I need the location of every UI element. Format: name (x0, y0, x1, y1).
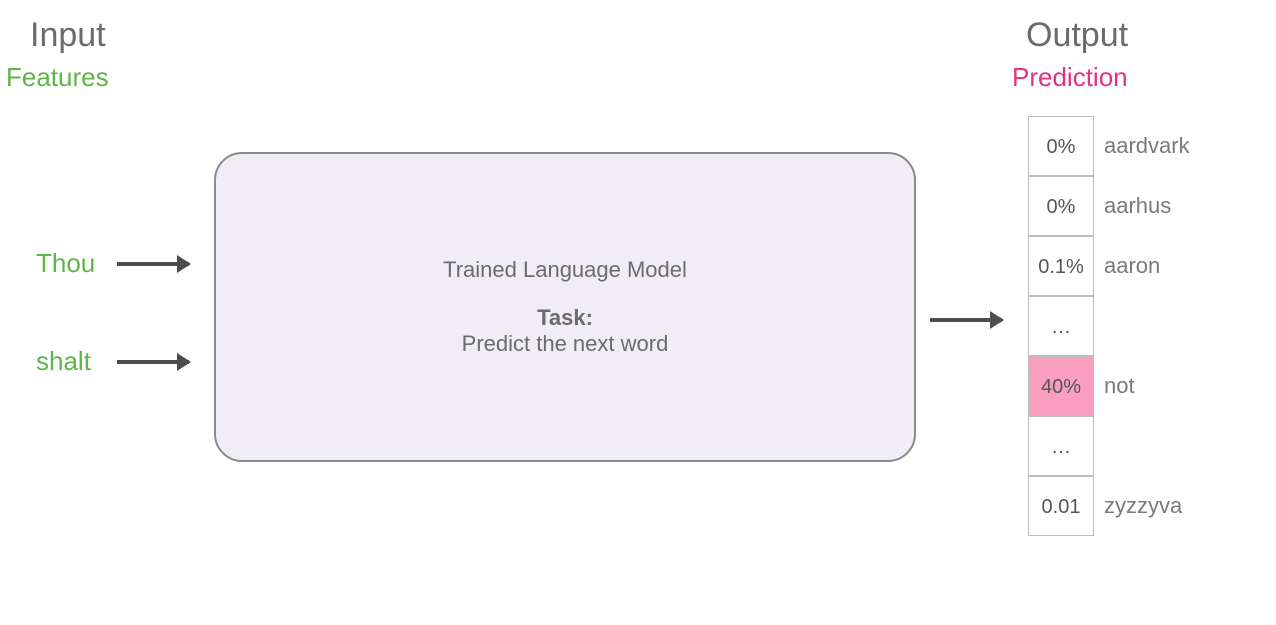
output-word-label: aaron (1104, 253, 1160, 279)
output-cell: 0% (1028, 176, 1094, 236)
output-word-label: aardvark (1104, 133, 1190, 159)
output-word-label: aarhus (1104, 193, 1171, 219)
features-label: Features (6, 62, 109, 93)
output-header: Output (1026, 16, 1128, 55)
output-cell: … (1028, 416, 1094, 476)
output-word-label: not (1104, 373, 1135, 399)
output-cell: 40% (1028, 356, 1094, 416)
output-cell: 0% (1028, 116, 1094, 176)
task-label: Task: (537, 305, 593, 330)
output-cell: 0.1% (1028, 236, 1094, 296)
input-header: Input (30, 16, 106, 55)
output-word-label: zyzzyva (1104, 493, 1182, 519)
arrow-input-1 (117, 262, 189, 266)
input-word-1: Thou (36, 248, 95, 279)
arrow-output (930, 318, 1002, 322)
arrow-input-2 (117, 360, 189, 364)
prediction-label: Prediction (1012, 62, 1128, 93)
output-table: 0%0%0.1%…40%…0.01 (1028, 116, 1094, 536)
output-cell: … (1028, 296, 1094, 356)
task-description: Predict the next word (462, 331, 669, 357)
input-word-2: shalt (36, 346, 91, 377)
output-cell: 0.01 (1028, 476, 1094, 536)
model-title: Trained Language Model (443, 257, 687, 283)
model-box: Trained Language Model Task: Predict the… (214, 152, 916, 462)
